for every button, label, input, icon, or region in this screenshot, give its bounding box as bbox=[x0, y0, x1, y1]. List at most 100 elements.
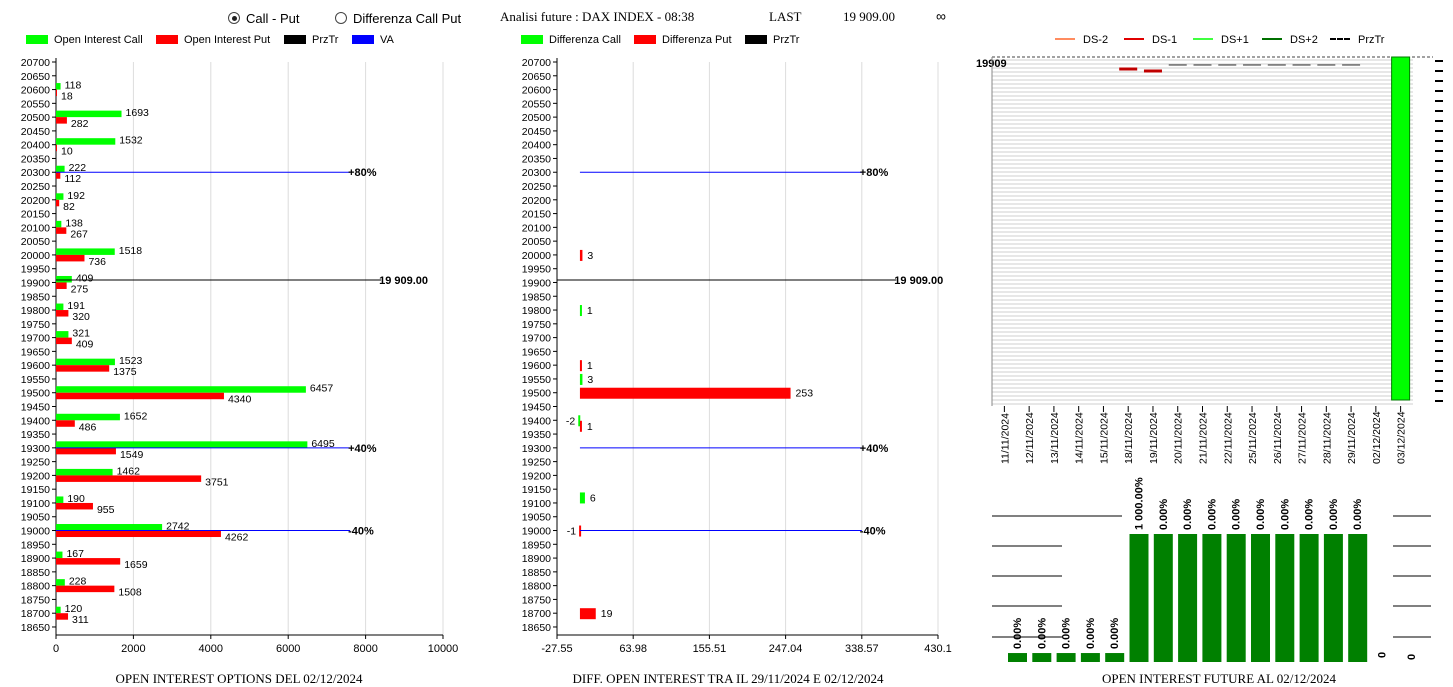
call-value-label: 1462 bbox=[117, 465, 141, 477]
strike-label: 19850 bbox=[522, 291, 551, 303]
future-oi-bar bbox=[1056, 653, 1076, 662]
put-diff-bar bbox=[579, 249, 583, 261]
strike-label: 20700 bbox=[21, 57, 50, 69]
call-bar bbox=[56, 331, 69, 338]
future-oi-label: 0.00% bbox=[1352, 499, 1364, 530]
strike-label: 19550 bbox=[522, 374, 551, 386]
call-diff-bar bbox=[579, 305, 582, 317]
x-tick-label: 6000 bbox=[276, 643, 300, 655]
left-legend: Open Interest Call bbox=[26, 34, 143, 46]
legend-put: Open Interest Put bbox=[184, 34, 271, 46]
strike-label: 18800 bbox=[522, 581, 551, 593]
strike-label: 19100 bbox=[522, 498, 551, 510]
call-bar bbox=[56, 303, 64, 311]
future-oi-bar bbox=[1080, 653, 1100, 662]
date-label: 28/11/2024 bbox=[1321, 412, 1333, 464]
call-bar bbox=[56, 579, 65, 586]
radio-call-put[interactable]: Call - Put bbox=[228, 11, 299, 26]
strike-label: 18650 bbox=[21, 622, 50, 634]
right-legend-prz: PrzTr bbox=[1330, 34, 1384, 46]
strike-label: 19600 bbox=[522, 360, 551, 372]
call-diff-bar bbox=[579, 492, 585, 504]
future-oi-label: 1 000.00% bbox=[1134, 477, 1146, 530]
strike-label: 18950 bbox=[21, 539, 50, 551]
legend-swatch-diff-call bbox=[521, 35, 543, 44]
put-value-label: 1659 bbox=[124, 559, 148, 571]
radio-selected-icon[interactable] bbox=[228, 12, 240, 24]
strike-label: 18750 bbox=[522, 594, 551, 606]
future-oi-bar bbox=[1153, 534, 1173, 662]
radio-differenza-label: Differenza Call Put bbox=[353, 11, 462, 26]
strike-label: 18800 bbox=[21, 581, 50, 593]
date-label: 12/11/2024 bbox=[1024, 412, 1036, 464]
call-bar bbox=[56, 496, 64, 503]
strike-label: 20100 bbox=[21, 222, 50, 234]
future-volume-bar bbox=[1391, 56, 1411, 401]
call-value-label: 167 bbox=[66, 548, 84, 560]
call-bar bbox=[56, 551, 63, 559]
page-title: Analisi future : DAX INDEX - 08:38 bbox=[500, 9, 695, 24]
future-oi-bar bbox=[1178, 534, 1198, 662]
level-label: +80% bbox=[860, 167, 889, 179]
future-oi-label: 0 bbox=[1377, 652, 1389, 658]
future-oi-bar bbox=[1226, 534, 1246, 662]
date-label: 15/11/2024 bbox=[1098, 412, 1110, 464]
strike-label: 19150 bbox=[522, 484, 551, 496]
strike-label: 20200 bbox=[21, 195, 50, 207]
strike-label: 20500 bbox=[21, 112, 50, 124]
put-diff-bar bbox=[579, 420, 582, 432]
strike-label: 19700 bbox=[522, 333, 551, 345]
call-value-label: 190 bbox=[67, 493, 85, 505]
diff-open-interest-chart: -27.55 63.98 155.51 247.04 338.57 430.1 20700 2… bbox=[522, 57, 952, 655]
put-value-label: 82 bbox=[63, 201, 75, 213]
future-oi-label: 0.00% bbox=[1328, 499, 1340, 530]
put-value-label: 1549 bbox=[120, 449, 144, 461]
level-label: +40% bbox=[860, 443, 889, 455]
strike-label: 19250 bbox=[21, 457, 50, 469]
put-bar bbox=[56, 282, 67, 289]
put-value-label: 267 bbox=[70, 228, 88, 240]
radio-differenza[interactable]: Differenza Call Put bbox=[335, 11, 461, 26]
strike-label: 19450 bbox=[21, 402, 50, 414]
put-bar bbox=[56, 89, 57, 97]
x-tick-label: 63.98 bbox=[619, 643, 647, 655]
mid-legend-prz-item: PrzTr bbox=[745, 34, 799, 46]
strike-label: 20300 bbox=[522, 167, 551, 179]
call-value-label: 120 bbox=[65, 603, 83, 615]
call-value-label: 6495 bbox=[311, 438, 335, 450]
strike-label: 19950 bbox=[522, 264, 551, 276]
radio-unselected-icon[interactable] bbox=[335, 12, 347, 24]
strike-label: 19750 bbox=[21, 319, 50, 331]
call-bar bbox=[56, 193, 64, 200]
put-diff-bar bbox=[579, 360, 582, 372]
level-label: -40% bbox=[348, 526, 374, 538]
put-bar bbox=[56, 172, 61, 179]
put-value-label: 4340 bbox=[228, 394, 252, 406]
strike-label: 20400 bbox=[21, 140, 50, 152]
x-tick-label: 430.1 bbox=[924, 643, 952, 655]
strike-label: 20100 bbox=[522, 222, 551, 234]
future-oi-label: 0.00% bbox=[1109, 618, 1121, 649]
strike-label: 20350 bbox=[522, 153, 551, 165]
strike-label: 20550 bbox=[21, 98, 50, 110]
strike-label: 19000 bbox=[21, 526, 50, 538]
put-bar bbox=[56, 613, 69, 620]
call-value-label: 1518 bbox=[119, 245, 143, 257]
strike-label: 18850 bbox=[21, 567, 50, 579]
put-value-label: 18 bbox=[61, 91, 73, 103]
legend-call: Open Interest Call bbox=[54, 34, 143, 46]
date-label: 02/12/2024 bbox=[1371, 411, 1383, 464]
put-diff-bar bbox=[579, 525, 582, 537]
future-oi-label: 0.00% bbox=[1085, 618, 1097, 649]
strike-label: 20350 bbox=[21, 153, 50, 165]
date-label: 18/11/2024 bbox=[1123, 412, 1135, 464]
date-label: 13/11/2024 bbox=[1049, 412, 1061, 464]
future-oi-label: 0.00% bbox=[1061, 618, 1073, 649]
put-value-label: 112 bbox=[64, 173, 81, 185]
price-label: 19909 bbox=[976, 58, 1007, 70]
legend-diff-put: Differenza Put bbox=[662, 34, 732, 46]
strike-label: 19500 bbox=[522, 388, 551, 400]
future-oi-label: 0.00% bbox=[1012, 618, 1024, 649]
future-oi-label: 0.00% bbox=[1036, 618, 1048, 649]
strike-label: 20600 bbox=[21, 85, 50, 97]
